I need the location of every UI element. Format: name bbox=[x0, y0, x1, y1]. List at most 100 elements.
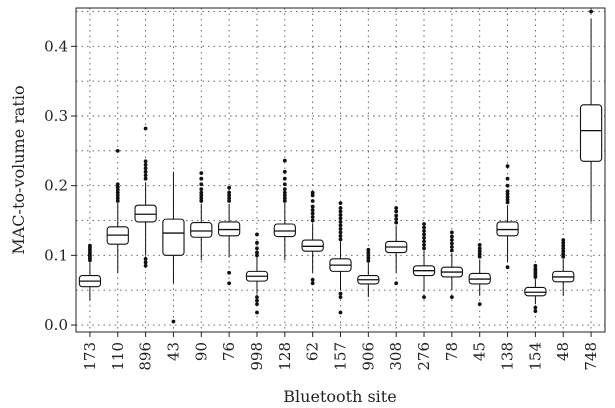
outlier-point bbox=[227, 196, 232, 201]
y-tick-label: 0.3 bbox=[44, 107, 68, 125]
outlier-point bbox=[561, 249, 566, 254]
outlier-point bbox=[143, 173, 148, 178]
outlier-point bbox=[505, 194, 510, 199]
outlier-point bbox=[394, 220, 399, 225]
outlier-point bbox=[338, 213, 343, 217]
outlier-point bbox=[449, 238, 454, 242]
outlier-point bbox=[338, 223, 343, 228]
outlier-point bbox=[310, 193, 315, 198]
outlier-point bbox=[394, 213, 399, 218]
outlier-point bbox=[505, 192, 510, 196]
outlier-point bbox=[115, 187, 120, 192]
outlier-point bbox=[338, 226, 343, 231]
outlier-point bbox=[143, 166, 148, 171]
iqr-box bbox=[524, 286, 547, 297]
y-axis-title: MAC-to-volume ratio bbox=[9, 85, 28, 254]
x-tick-label: 138 bbox=[499, 342, 517, 371]
iqr-box bbox=[190, 222, 213, 238]
x-tick-label: 128 bbox=[276, 342, 294, 371]
outlier-point bbox=[394, 206, 399, 210]
outlier-point bbox=[115, 193, 120, 198]
outlier-point bbox=[338, 237, 343, 242]
outlier-point bbox=[282, 158, 287, 163]
outlier-point bbox=[394, 217, 399, 222]
outlier-point bbox=[338, 310, 343, 315]
outlier-point bbox=[477, 249, 482, 254]
outlier-point bbox=[533, 266, 538, 271]
outlier-point bbox=[115, 196, 120, 201]
outlier-point bbox=[282, 199, 287, 203]
box-276 bbox=[412, 222, 436, 300]
outlier-point bbox=[422, 222, 426, 226]
x-tick-label: 110 bbox=[109, 342, 127, 371]
x-tick-label: 76 bbox=[220, 342, 238, 361]
outlier-point bbox=[589, 9, 593, 14]
outlier-point bbox=[143, 263, 148, 268]
outlier-point bbox=[366, 247, 371, 252]
outlier-point bbox=[477, 246, 482, 251]
outlier-point bbox=[227, 199, 232, 203]
outlier-point bbox=[449, 245, 454, 249]
outlier-point bbox=[255, 302, 259, 307]
outlier-point bbox=[422, 232, 426, 237]
box-906 bbox=[357, 247, 380, 298]
outlier-point bbox=[338, 230, 343, 235]
outlier-point bbox=[88, 243, 92, 248]
box-90 bbox=[190, 171, 213, 261]
y-tick-label: 0.1 bbox=[44, 246, 68, 264]
outlier-point bbox=[533, 309, 538, 313]
outlier-point bbox=[143, 176, 148, 181]
outlier-point bbox=[505, 200, 510, 205]
outlier-point bbox=[227, 190, 232, 195]
outlier-point bbox=[561, 243, 566, 248]
box-110 bbox=[106, 148, 129, 273]
outlier-point bbox=[561, 246, 566, 251]
outlier-point bbox=[255, 232, 259, 237]
x-tick-label: 45 bbox=[471, 342, 489, 361]
outlier-point bbox=[199, 190, 204, 195]
box-154 bbox=[524, 263, 547, 313]
outlier-point bbox=[449, 248, 454, 253]
outlier-point bbox=[422, 225, 426, 230]
box-998 bbox=[245, 232, 269, 315]
outlier-point bbox=[449, 295, 454, 300]
outlier-point bbox=[255, 250, 259, 255]
x-tick-label: 276 bbox=[415, 342, 433, 371]
outlier-point bbox=[310, 277, 315, 282]
outlier-point bbox=[199, 196, 204, 201]
outlier-point bbox=[310, 211, 315, 216]
outlier-point bbox=[366, 250, 371, 255]
outlier-point bbox=[505, 265, 510, 270]
outlier-point bbox=[282, 182, 287, 187]
outlier-point bbox=[143, 162, 148, 167]
outlier-point bbox=[505, 189, 510, 194]
outlier-point bbox=[143, 260, 148, 265]
outlier-point bbox=[143, 256, 148, 261]
outlier-point bbox=[338, 291, 343, 296]
outlier-point bbox=[171, 319, 176, 324]
x-axis-title: Bluetooth site bbox=[283, 387, 396, 406]
outlier-point bbox=[449, 234, 454, 239]
iqr-box bbox=[273, 223, 296, 238]
x-tick-label: 906 bbox=[359, 342, 377, 371]
outlier-point bbox=[422, 243, 426, 247]
iqr-box bbox=[301, 239, 324, 252]
outlier-point bbox=[199, 182, 204, 187]
outlier-point bbox=[227, 281, 232, 286]
outlier-point bbox=[199, 171, 204, 176]
outlier-point bbox=[422, 229, 426, 233]
iqr-box bbox=[496, 221, 519, 237]
iqr-box bbox=[579, 104, 603, 162]
outlier-point bbox=[422, 236, 426, 240]
outlier-point bbox=[310, 208, 315, 212]
box-128 bbox=[273, 158, 296, 261]
box-748 bbox=[579, 9, 603, 222]
outlier-point bbox=[143, 169, 148, 174]
outlier-point bbox=[338, 233, 343, 238]
outlier-point bbox=[338, 216, 343, 221]
outlier-point bbox=[255, 310, 259, 315]
outlier-point bbox=[310, 204, 315, 209]
x-tick-label: 308 bbox=[387, 342, 405, 371]
outlier-point bbox=[505, 197, 510, 202]
